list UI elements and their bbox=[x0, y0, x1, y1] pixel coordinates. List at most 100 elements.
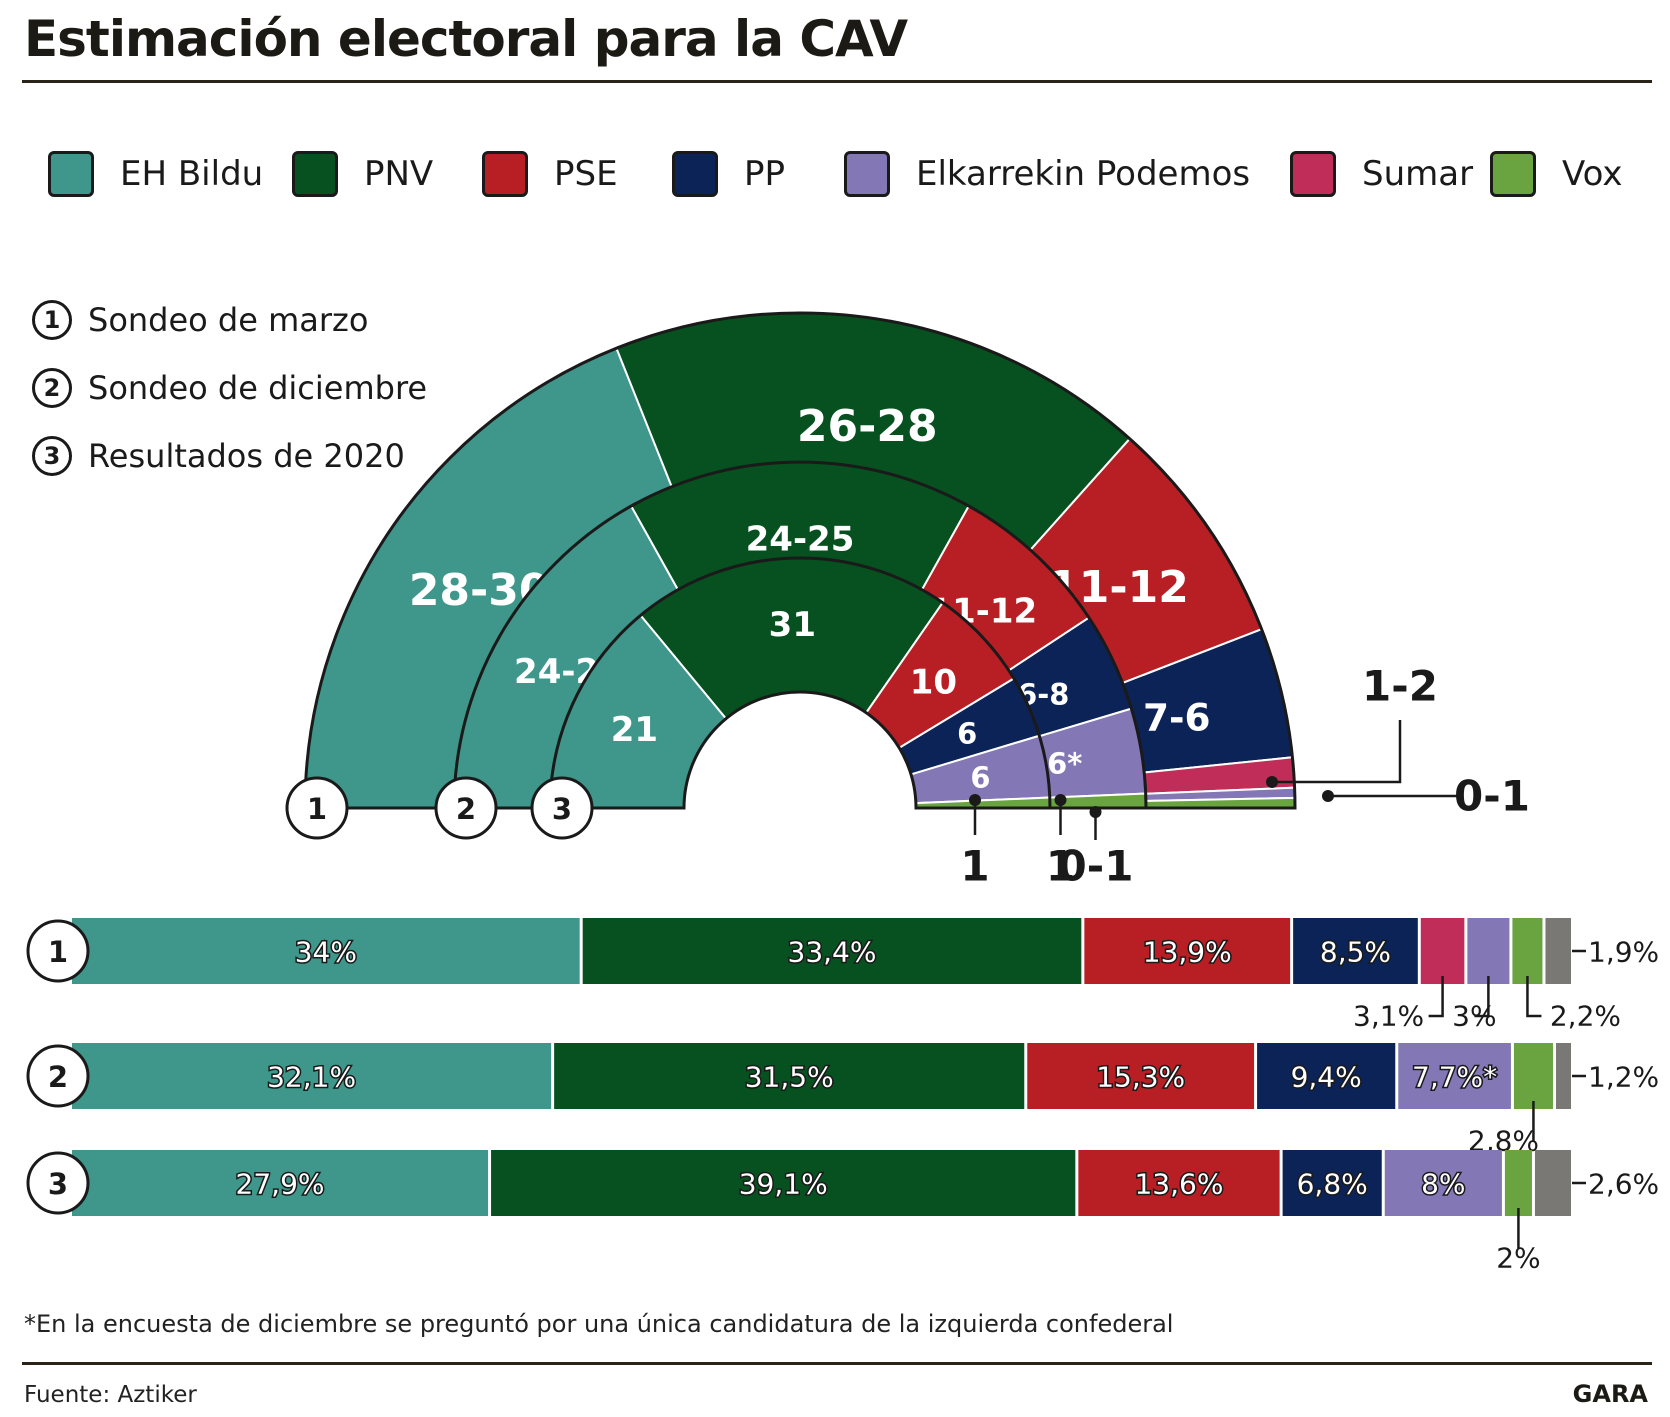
bar-segment-3-vox bbox=[1504, 1150, 1532, 1216]
bar-label-1-vox-leader bbox=[1526, 976, 1542, 1018]
legend-swatch bbox=[672, 151, 718, 197]
bar-label-2-otros: 1,2% bbox=[1588, 1061, 1659, 1094]
bar-segment-3-eh-bildu bbox=[72, 1150, 489, 1216]
legend-label: PP bbox=[744, 154, 786, 194]
survey-badge: 2 bbox=[32, 368, 72, 408]
bar-label-3-elkarrekin-podemos: 8% bbox=[1421, 1168, 1465, 1201]
brand-logo: GARA bbox=[1572, 1380, 1648, 1408]
ring-badge-3-circle bbox=[530, 776, 594, 840]
bar-segment-3-pp bbox=[1282, 1150, 1382, 1216]
bar-segment-3-pnv bbox=[491, 1150, 1076, 1216]
legend-swatch bbox=[1290, 151, 1336, 197]
survey-key-1: 1 Sondeo de marzo bbox=[32, 296, 368, 344]
legend-item-pse: PSE bbox=[482, 146, 618, 202]
bar-label-2-elkarrekin-podemos: 7,7%* bbox=[1412, 1061, 1497, 1094]
bar-segment-2-pse bbox=[1027, 1043, 1255, 1109]
bar-segment-1-elkarrekin-podemos bbox=[1467, 918, 1510, 984]
survey-label: Resultados de 2020 bbox=[88, 437, 405, 475]
bar-label-3-eh-bildu: 27,9% bbox=[236, 1168, 325, 1201]
callout-podemos-1-label: 0-1 bbox=[1454, 772, 1530, 821]
ring-badge-1-circle bbox=[285, 776, 349, 840]
legend-item-vox: Vox bbox=[1490, 146, 1623, 202]
bar-label-1-pp: 8,5% bbox=[1320, 936, 1391, 969]
seat-label-2-elkarrekin-podemos: 6 bbox=[970, 760, 990, 794]
seat-label-1-elkarrekin-podemos: 6* bbox=[1047, 747, 1082, 781]
ring-badge-1-label: 1 bbox=[307, 792, 327, 826]
bar-segment-1-pnv bbox=[582, 918, 1082, 984]
footnote: *En la encuesta de diciembre se preguntó… bbox=[24, 1310, 1174, 1338]
legend-item-pp: PP bbox=[672, 146, 785, 202]
callout-vox-3-dot bbox=[969, 794, 981, 806]
legend-label: PNV bbox=[364, 154, 434, 194]
bar-segment-2-pp bbox=[1257, 1043, 1396, 1109]
chart-title: Estimación electoral para la CAV bbox=[24, 10, 908, 68]
bar-segment-1-eh-bildu bbox=[72, 918, 580, 984]
bar-label-2-pse: 15,3% bbox=[1096, 1061, 1185, 1094]
survey-badge: 1 bbox=[32, 300, 72, 340]
bar-segment-2-elkarrekin-podemos bbox=[1398, 1043, 1511, 1109]
ring-badge-2-circle bbox=[434, 776, 498, 840]
bar-segment-2-otros bbox=[1555, 1043, 1571, 1109]
callout-sumar-1-label: 1-2 bbox=[1362, 662, 1438, 711]
survey-key-2: 2 Sondeo de diciembre bbox=[32, 364, 427, 412]
seat-label-0-pnv: 26-28 bbox=[797, 401, 938, 452]
ring-badge-3-label: 3 bbox=[552, 792, 572, 826]
bar-badge-3-label: 3 bbox=[48, 1167, 68, 1201]
bar-segment-2-pnv bbox=[554, 1043, 1025, 1109]
survey-key-3: 3 Resultados de 2020 bbox=[32, 432, 405, 480]
bar-label-1-pse: 13,9% bbox=[1143, 936, 1232, 969]
bar-label-1-sumar-leader bbox=[1428, 976, 1444, 1018]
bar-segment-3-elkarrekin-podemos bbox=[1384, 1150, 1502, 1216]
survey-label: Sondeo de diciembre bbox=[88, 369, 428, 407]
bar-badge-1-label: 1 bbox=[48, 935, 68, 969]
callout-vox-1-label: 0-1 bbox=[1058, 842, 1134, 891]
bar-badge-2-circle bbox=[26, 1044, 90, 1108]
bar-label-1-eh-bildu: 34% bbox=[295, 936, 357, 969]
bar-segment-1-pp bbox=[1293, 918, 1418, 984]
legend-swatch bbox=[844, 151, 890, 197]
bar-badge-1-circle bbox=[26, 919, 90, 983]
callout-vox-2-dot bbox=[1054, 794, 1067, 806]
bar-label-3-vox: 2% bbox=[1496, 1242, 1540, 1275]
callout-sumar-1-line bbox=[1272, 720, 1402, 784]
bar-label-1-elkarrekin-podemos: 3% bbox=[1452, 1000, 1496, 1033]
callout-vox-2-label: 1 bbox=[1046, 842, 1075, 891]
seat-label-0-pp: 7-6 bbox=[1143, 695, 1211, 739]
bar-label-3-pnv: 39,1% bbox=[739, 1168, 828, 1201]
bar-label-1-vox: 2,2% bbox=[1550, 1000, 1621, 1033]
callout-vox-1-dot bbox=[1089, 806, 1102, 818]
legend-label: Vox bbox=[1562, 154, 1623, 194]
callout-sumar-1-dot bbox=[1266, 776, 1278, 788]
survey-label: Sondeo de marzo bbox=[88, 301, 369, 339]
seat-label-2-eh-bildu: 21 bbox=[611, 710, 658, 750]
bar-segment-3-otros bbox=[1534, 1150, 1571, 1216]
bar-segment-1-sumar bbox=[1420, 918, 1465, 984]
footer-rule bbox=[22, 1362, 1652, 1365]
legend-item-eh-bildu: EH Bildu bbox=[48, 146, 263, 202]
bar-segment-1-vox bbox=[1512, 918, 1543, 984]
bar-segment-3-pse bbox=[1078, 1150, 1280, 1216]
legend-swatch bbox=[48, 151, 94, 197]
legend-swatch bbox=[482, 151, 528, 197]
legend-item-sumar: Sumar bbox=[1290, 146, 1473, 202]
bar-label-2-pp: 9,4% bbox=[1291, 1061, 1362, 1094]
bar-segment-1-pse bbox=[1084, 918, 1291, 984]
title-rule bbox=[22, 80, 1652, 83]
bar-label-3-pp: 6,8% bbox=[1297, 1168, 1368, 1201]
legend-swatch bbox=[292, 151, 338, 197]
ring-outline-2 bbox=[548, 556, 1052, 810]
legend-label: PSE bbox=[554, 154, 618, 194]
legend-label: EH Bildu bbox=[120, 154, 264, 194]
bar-label-3-pse: 13,6% bbox=[1134, 1168, 1223, 1201]
bar-label-1-pnv: 33,4% bbox=[788, 936, 877, 969]
ring-badge-2-label: 2 bbox=[456, 792, 476, 826]
legend-label: Sumar bbox=[1362, 154, 1474, 194]
bar-segment-1-otros bbox=[1545, 918, 1571, 984]
legend-swatch bbox=[1490, 151, 1536, 197]
legend-item-elkarrekin-podemos: Elkarrekin Podemos bbox=[844, 146, 1250, 202]
bar-label-1-elkarrekin-podemos-leader bbox=[1474, 976, 1490, 1018]
seat-label-2-pnv: 31 bbox=[769, 605, 816, 645]
bar-label-1-sumar: 3,1% bbox=[1353, 1000, 1424, 1033]
seat-label-2-pse: 10 bbox=[910, 663, 957, 703]
